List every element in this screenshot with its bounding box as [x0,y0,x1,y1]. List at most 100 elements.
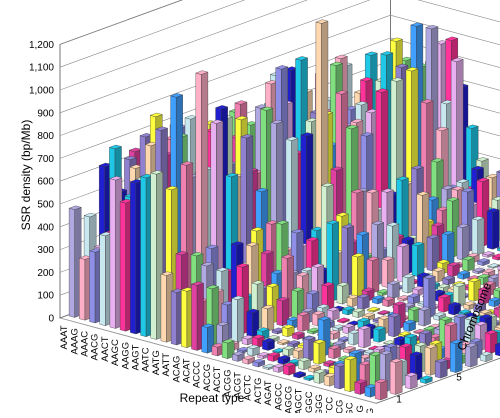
bar-front [90,251,96,323]
bar [375,379,387,400]
bar [390,359,402,395]
y-tick-label: 700 [37,154,54,165]
bar-front [283,365,289,375]
bar-side [393,282,400,298]
bar-side [267,307,274,332]
bar [262,305,274,331]
bar-side [379,328,386,343]
bar-front [324,375,330,386]
bar [357,294,369,309]
bar-front [314,372,320,384]
bar [232,296,244,342]
bar-side [303,313,310,331]
bar [247,345,259,356]
bar-side [373,258,380,293]
bar-front [419,309,425,326]
bar-front [405,375,411,389]
bar-side [424,308,431,326]
bar-front [425,347,431,375]
bar [419,307,431,326]
bar-front [130,182,136,334]
bar-front [355,382,361,395]
bar [457,224,469,260]
bar-side [441,360,448,378]
bar-side [471,345,478,367]
bar-front [445,325,451,362]
bar-front [358,328,364,348]
bar [405,373,417,389]
y-tick-label: 400 [37,222,54,233]
bar [404,320,416,332]
bar-side [418,244,425,277]
bar-front [141,177,147,337]
y-tick-label: 1,000 [29,86,54,97]
bar-front [192,284,198,351]
bar [487,208,499,249]
bar-front [412,244,418,276]
bar-front [365,387,371,398]
bar [313,340,325,365]
bar-front [388,316,394,337]
bar-front [161,274,167,342]
bar-front [348,332,354,345]
bar-front [435,361,441,378]
y-tick-label: 1,100 [29,63,54,74]
bar-front [232,298,238,342]
bar-front [181,290,187,348]
category-label: CCGG [365,408,376,413]
bar [472,216,484,254]
bar [373,326,385,342]
y-tick-label: 600 [37,177,54,188]
bar-front [487,211,493,250]
bar-side [237,297,244,342]
bar-front [100,234,106,325]
y-tick-label: 100 [37,291,54,302]
bar-front [202,326,208,353]
bar-front [462,259,468,272]
bar-front [212,346,218,356]
bar-side [396,360,403,394]
x-axis-title: Repeat type [180,391,245,405]
bar [435,359,447,378]
bar-front [352,256,358,299]
bar-front [375,381,381,400]
bar [462,256,474,271]
bar-front [292,290,298,321]
bar-front [449,305,455,315]
bar-front [495,344,500,356]
bar-front [171,291,177,345]
bar-front [447,265,453,277]
bar-side [478,218,484,255]
bar [412,242,424,277]
bar [328,345,340,358]
bar-front [298,360,304,370]
bar-front [390,361,396,394]
bar-front [337,285,343,304]
bar-front [370,354,376,389]
bar-front [485,333,491,354]
y-tick-label: 500 [37,200,54,211]
bar [495,342,500,356]
bar-front [79,258,85,320]
bar-front [247,311,253,336]
bar-side [364,327,371,348]
bar-side [493,210,500,249]
bar [388,313,400,337]
bar [262,338,274,350]
y-tick-label: 200 [37,268,54,279]
y-tick-label: 300 [37,245,54,256]
y-tick-label: 900 [37,108,54,119]
y-tick-label: 1,200 [29,40,54,51]
bar-side [319,341,326,364]
bar-front [373,329,379,343]
bar-side [411,374,418,389]
bar-front [69,208,75,317]
bar-front [382,259,388,288]
bar-front [313,342,319,364]
bar-side [381,381,388,400]
bar-front [457,226,463,260]
bar-front [397,246,403,283]
bar-front [334,365,340,389]
